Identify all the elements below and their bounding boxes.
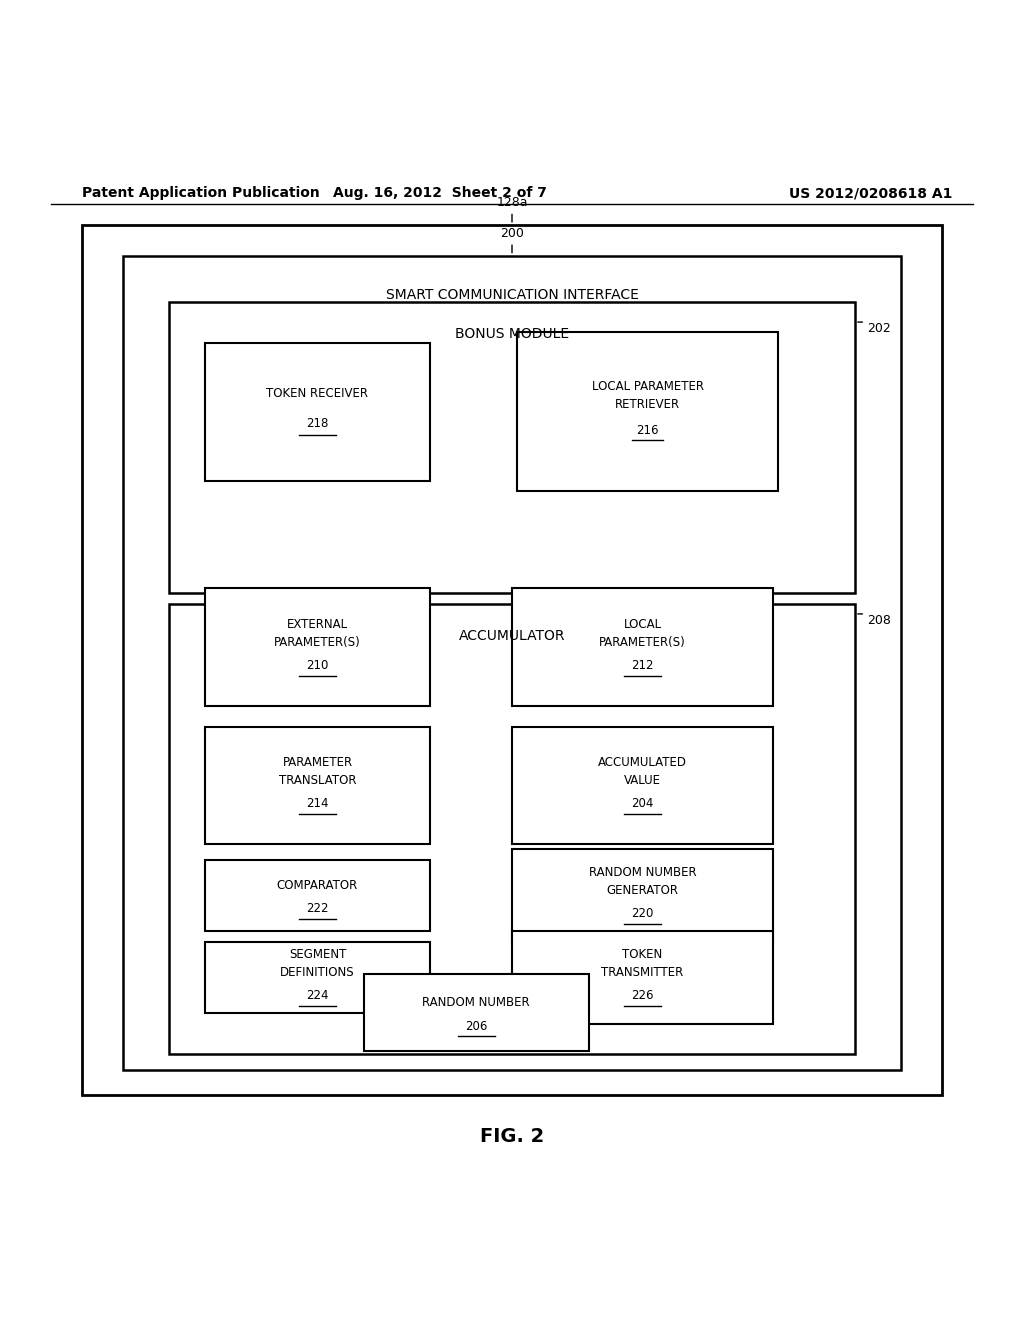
Text: TRANSLATOR: TRANSLATOR <box>279 774 356 787</box>
Text: 202: 202 <box>867 322 891 335</box>
Text: 208: 208 <box>867 614 891 627</box>
Text: VALUE: VALUE <box>624 774 662 787</box>
Text: RANDOM NUMBER: RANDOM NUMBER <box>422 997 530 1008</box>
Text: 224: 224 <box>306 990 329 1002</box>
FancyBboxPatch shape <box>205 941 430 1014</box>
Text: RETRIEVER: RETRIEVER <box>615 399 680 411</box>
Text: EXTERNAL: EXTERNAL <box>287 618 348 631</box>
Text: PARAMETER: PARAMETER <box>283 756 352 770</box>
Text: FIG. 2: FIG. 2 <box>480 1127 544 1146</box>
Text: RANDOM NUMBER: RANDOM NUMBER <box>589 866 696 879</box>
Text: 210: 210 <box>306 659 329 672</box>
FancyBboxPatch shape <box>205 859 430 932</box>
FancyBboxPatch shape <box>205 343 430 480</box>
Text: TOKEN RECEIVER: TOKEN RECEIVER <box>266 387 369 400</box>
FancyBboxPatch shape <box>123 256 901 1069</box>
Text: 220: 220 <box>632 907 653 920</box>
Text: DEFINITIONS: DEFINITIONS <box>281 966 354 979</box>
FancyBboxPatch shape <box>82 224 942 1096</box>
Text: COMPARATOR: COMPARATOR <box>276 879 358 892</box>
Text: TRANSMITTER: TRANSMITTER <box>601 966 684 979</box>
Text: 212: 212 <box>632 659 653 672</box>
Text: PARAMETER(S): PARAMETER(S) <box>274 635 360 648</box>
Text: GENERATOR: GENERATOR <box>606 884 679 896</box>
Text: ACCUMULATOR: ACCUMULATOR <box>459 630 565 643</box>
Text: 214: 214 <box>306 797 329 810</box>
Text: 128a: 128a <box>497 197 527 210</box>
Text: 216: 216 <box>637 424 658 437</box>
FancyBboxPatch shape <box>512 726 773 845</box>
FancyBboxPatch shape <box>169 603 855 1055</box>
FancyBboxPatch shape <box>169 301 855 594</box>
Text: SMART COMMUNICATION INTERFACE: SMART COMMUNICATION INTERFACE <box>386 288 638 302</box>
Text: Patent Application Publication: Patent Application Publication <box>82 186 319 201</box>
FancyBboxPatch shape <box>205 589 430 706</box>
Text: ACCUMULATED: ACCUMULATED <box>598 756 687 770</box>
Text: BONUS MODULE: BONUS MODULE <box>455 327 569 341</box>
Text: 206: 206 <box>465 1019 487 1032</box>
Text: LOCAL: LOCAL <box>624 618 662 631</box>
Text: PARAMETER(S): PARAMETER(S) <box>599 635 686 648</box>
FancyBboxPatch shape <box>517 333 778 491</box>
FancyBboxPatch shape <box>205 726 430 845</box>
Text: 200: 200 <box>500 227 524 240</box>
FancyBboxPatch shape <box>512 850 773 941</box>
Text: 222: 222 <box>306 903 329 915</box>
Text: SEGMENT: SEGMENT <box>289 948 346 961</box>
Text: 226: 226 <box>632 990 653 1002</box>
Text: Aug. 16, 2012  Sheet 2 of 7: Aug. 16, 2012 Sheet 2 of 7 <box>334 186 547 201</box>
FancyBboxPatch shape <box>512 932 773 1023</box>
Text: TOKEN: TOKEN <box>623 948 663 961</box>
FancyBboxPatch shape <box>364 974 589 1051</box>
Text: 204: 204 <box>632 797 653 810</box>
Text: LOCAL PARAMETER: LOCAL PARAMETER <box>592 380 703 392</box>
FancyBboxPatch shape <box>512 589 773 706</box>
Text: US 2012/0208618 A1: US 2012/0208618 A1 <box>788 186 952 201</box>
Text: 218: 218 <box>306 417 329 430</box>
